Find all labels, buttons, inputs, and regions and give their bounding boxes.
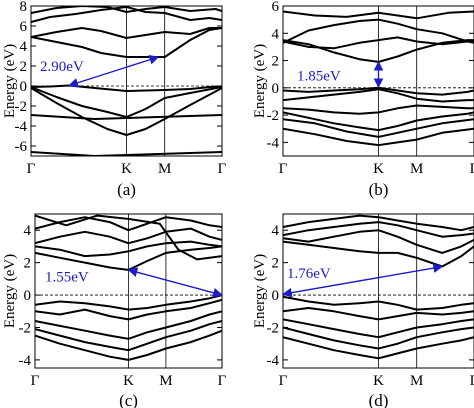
panel-b: -4 -2 0 2 4 6 Γ K M Γ Energy (eV) (b) 1.85eV (252, 0, 474, 199)
panel-caption: (b) (369, 180, 389, 199)
band-line-1 (35, 240, 222, 258)
y-axis-label: Energy (eV) (2, 254, 18, 328)
y-axis-label: Energy (eV) (252, 44, 268, 118)
y-tick-label: 0 (272, 81, 280, 97)
y-tick-label: 0 (24, 288, 32, 304)
x-tick-label-1: K (373, 161, 384, 177)
band-line-7 (31, 114, 222, 120)
plot-frame (282, 5, 474, 157)
x-tick-label-2: M (410, 161, 423, 177)
y-axis-label: Energy (eV) (2, 44, 18, 118)
panel-caption: (a) (117, 180, 136, 199)
y-tick-label: 6 (20, 19, 28, 35)
band-line-3 (31, 6, 222, 14)
band-line-4 (35, 214, 222, 261)
band-line-1 (283, 229, 474, 254)
band-line-1 (283, 36, 474, 50)
y-tick-label: -2 (15, 99, 28, 115)
band-line-0 (283, 240, 474, 268)
band-line-8 (31, 151, 222, 156)
x-tick-label-0: Γ (31, 373, 40, 389)
x-tick-label-0: Γ (27, 161, 36, 177)
y-tick-label: -4 (267, 135, 280, 151)
band-line-6 (31, 87, 222, 136)
x-tick-label-2: M (158, 161, 171, 177)
band-line-3 (35, 216, 222, 232)
panel-a: -6 -4 -2 0 2 4 6 8 Γ K M Γ Energy (eV) (a) 2.90eV (2, 0, 227, 199)
plot-frame (30, 5, 223, 157)
x-tick-label-3: Γ (218, 373, 227, 389)
band-line-2 (283, 18, 474, 44)
gap-arrow (68, 55, 160, 88)
band-line-5 (283, 307, 474, 321)
band-line-1 (31, 27, 222, 39)
gap-label: 1.76eV (287, 266, 331, 282)
band-line-2 (35, 227, 222, 245)
y-tick-label: 8 (20, 0, 28, 15)
gap-label: 2.90eV (40, 59, 84, 75)
x-tick-label-3: Γ (470, 373, 474, 389)
gap-arrow (282, 263, 444, 298)
x-tick-label-0: Γ (279, 161, 288, 177)
y-tick-label: -2 (267, 320, 280, 336)
band-line-5 (283, 88, 474, 103)
x-tick-label-3: Γ (470, 161, 474, 177)
y-tick-label: 2 (20, 59, 28, 75)
band-line-4 (31, 84, 222, 92)
bands (35, 214, 222, 361)
panel-d: -4 -2 0 2 4 Γ K M Γ Energy (eV) (d) 1.76eV (252, 213, 474, 408)
y-tick-label: -4 (19, 353, 32, 369)
band-line-9 (283, 127, 474, 147)
y-tick-label: -2 (267, 108, 280, 124)
x-tick-label-1: K (121, 161, 132, 177)
x-tick-label-2: M (159, 373, 172, 389)
y-tick-label: 0 (272, 288, 280, 304)
band-line-7 (35, 310, 222, 340)
y-tick-label: -4 (15, 119, 28, 135)
gap-label: 1.55eV (45, 269, 89, 285)
y-tick-label: 4 (24, 223, 32, 239)
band-line-8 (283, 118, 474, 138)
y-tick-label: 0 (20, 79, 28, 95)
x-tick-label-0: Γ (279, 373, 288, 389)
band-line-6 (283, 318, 474, 339)
band-line-8 (283, 336, 474, 360)
band-line-8 (35, 320, 222, 352)
band-line-6 (35, 298, 222, 321)
y-tick-label: -2 (19, 320, 32, 336)
x-tick-label-1: K (123, 373, 134, 389)
gap-arrow (127, 267, 223, 298)
y-tick-label: -6 (15, 139, 28, 155)
band-line-5 (35, 294, 222, 311)
y-tick-label: 6 (272, 0, 280, 15)
x-tick-label-2: M (410, 373, 423, 389)
y-tick-label: 4 (272, 223, 280, 239)
y-axis-label: Energy (eV) (252, 254, 268, 328)
y-tick-label: 2 (272, 256, 280, 272)
band-line-7 (283, 326, 474, 350)
y-tick-label: 4 (272, 26, 280, 42)
band-line-4 (283, 295, 474, 311)
bands (283, 214, 474, 360)
x-tick-label-3: Γ (218, 161, 227, 177)
band-line-6 (283, 104, 474, 115)
band-line-3 (283, 10, 474, 20)
y-tick-label: 2 (272, 54, 280, 70)
band-line-3 (283, 214, 474, 232)
bands (283, 10, 474, 147)
y-tick-label: -4 (267, 353, 280, 369)
panel-c: -4 -2 0 2 4 Γ K M Γ Energy (eV) (c) 1.55eV (2, 213, 227, 408)
y-tick-label: 4 (20, 39, 28, 55)
gap-label: 1.85eV (297, 68, 341, 84)
band-line-7 (283, 111, 474, 132)
band-line-0 (35, 245, 222, 271)
panel-caption: (c) (119, 391, 138, 408)
y-tick-label: 2 (24, 256, 32, 272)
panel-caption: (d) (369, 391, 389, 408)
band-line-4 (283, 86, 474, 96)
band-line-9 (35, 329, 222, 361)
band-line-2 (283, 221, 474, 238)
x-tick-label-1: K (373, 373, 384, 389)
